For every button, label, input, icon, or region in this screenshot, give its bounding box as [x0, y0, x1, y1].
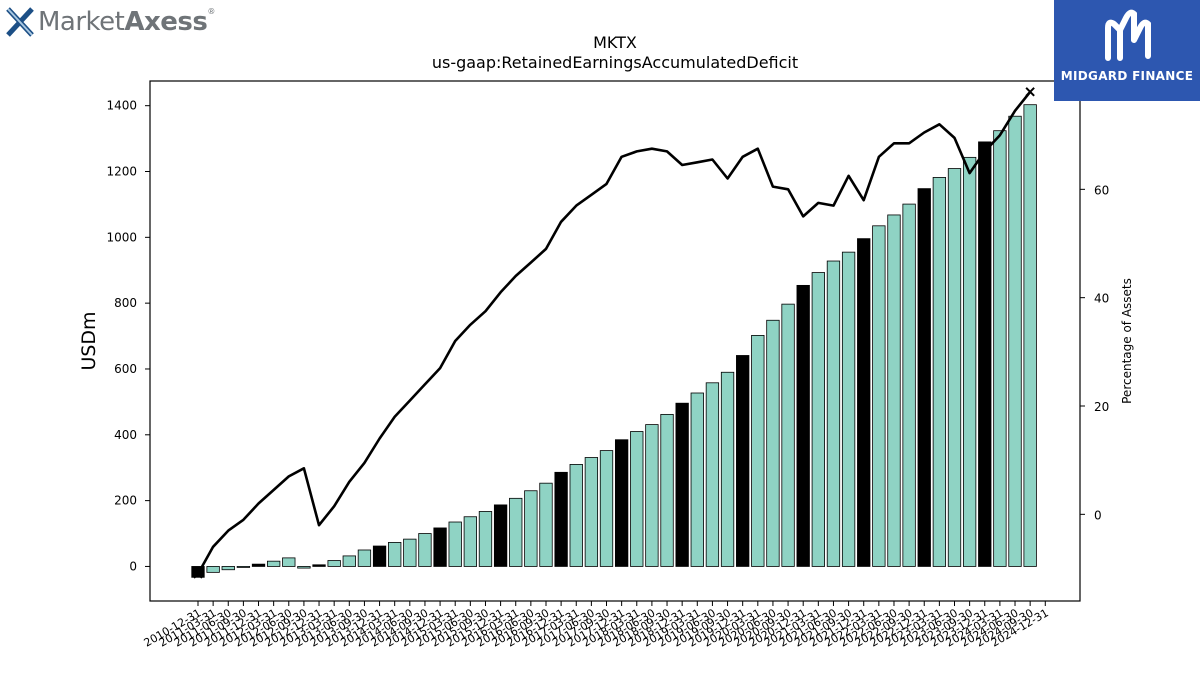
- y-tick-label: 200: [114, 494, 137, 508]
- chart-subtitle: us-gaap:RetainedEarningsAccumulatedDefic…: [432, 53, 798, 72]
- line-end-markers: [193, 87, 1035, 579]
- plot-frame: [149, 80, 1081, 602]
- y-tick-label: 0: [129, 559, 137, 573]
- y-tick-label: 1400: [106, 99, 137, 113]
- bar: [1008, 115, 1022, 567]
- right-axis-ticks: 0 20 40 60: [1080, 183, 1109, 522]
- y-tick-label: 1200: [106, 165, 137, 179]
- bar: [206, 566, 220, 573]
- bar: [509, 497, 523, 567]
- bar: [236, 566, 251, 568]
- bar: [297, 566, 311, 569]
- bar: [569, 464, 583, 567]
- y-tick-label: 600: [114, 362, 137, 376]
- bar: [902, 203, 916, 567]
- bar: [463, 516, 477, 567]
- bar: [448, 521, 462, 567]
- bar: [978, 141, 992, 567]
- bar: [690, 392, 704, 567]
- bar: [251, 563, 266, 567]
- bar: [675, 402, 689, 567]
- x-axis-ticks: 2010-12-312011-03-312011-06-302011-09-30…: [142, 601, 1051, 650]
- m-monogram-icon: [1105, 9, 1151, 61]
- y-tick-label: 800: [114, 296, 137, 310]
- bar: [614, 439, 629, 567]
- y2-tick-label: 20: [1094, 400, 1109, 414]
- chart-title: MKTX: [593, 33, 637, 52]
- left-axis-ticks: 0 200 400 600 800 1000 1200 1400: [106, 99, 150, 573]
- bar: [539, 482, 553, 567]
- marketaxess-logo: MarketAxess®: [6, 4, 215, 40]
- percentage-line: [196, 90, 1032, 575]
- line-marker: [193, 569, 203, 579]
- bar: [705, 382, 720, 567]
- y-tick-label: 400: [114, 428, 137, 442]
- bar: [493, 504, 508, 567]
- logo-text-light: Market: [38, 7, 125, 37]
- y2-tick-label: 40: [1094, 292, 1109, 306]
- bar-series: [191, 104, 1037, 578]
- bar: [282, 557, 296, 567]
- logo-text-bold: Axess: [124, 7, 208, 37]
- bar: [993, 130, 1007, 567]
- bar: [403, 538, 417, 567]
- bar: [630, 431, 644, 567]
- bar: [266, 560, 281, 567]
- bar: [947, 168, 962, 567]
- bar: [433, 527, 447, 567]
- x-logo-icon: [6, 7, 34, 37]
- bar: [221, 566, 235, 571]
- bar: [720, 371, 735, 567]
- bar: [312, 564, 326, 567]
- bar: [524, 490, 538, 567]
- bar: [554, 471, 568, 567]
- bar: [342, 555, 356, 567]
- y2-tick-label: 60: [1094, 183, 1109, 197]
- bar: [841, 251, 856, 567]
- bar: [327, 560, 341, 567]
- bar: [917, 188, 931, 567]
- bar: [962, 156, 977, 567]
- logo-registered-mark: ®: [207, 7, 215, 16]
- bar: [751, 335, 765, 567]
- y-axis-label: USDm: [78, 311, 100, 370]
- bar: [811, 272, 825, 567]
- bar: [796, 284, 810, 567]
- y2-tick-label: 0: [1094, 508, 1102, 522]
- bar: [781, 303, 795, 567]
- bar: [372, 545, 387, 567]
- bar: [1023, 104, 1037, 567]
- bar: [766, 319, 780, 567]
- bar: [857, 238, 871, 567]
- logo-wordmark: MarketAxess®: [38, 7, 215, 37]
- logo-right-text: MIDGARD FINANCE: [1060, 69, 1194, 83]
- y2-axis-label: Percentage of Assets: [1120, 278, 1134, 404]
- line-marker: [1025, 87, 1035, 97]
- bar: [645, 424, 659, 567]
- bar: [357, 549, 372, 567]
- bar: [584, 457, 599, 567]
- midgard-finance-logo: MIDGARD FINANCE: [1054, 0, 1200, 101]
- bar: [660, 413, 674, 567]
- bar: [388, 542, 402, 567]
- bar: [872, 225, 886, 567]
- bar: [736, 355, 750, 567]
- y-tick-label: 1000: [106, 230, 137, 244]
- bar: [478, 511, 493, 567]
- bar: [599, 450, 614, 567]
- bar: [418, 533, 432, 567]
- bar: [932, 177, 947, 567]
- bar: [887, 214, 901, 567]
- bar: [826, 260, 841, 567]
